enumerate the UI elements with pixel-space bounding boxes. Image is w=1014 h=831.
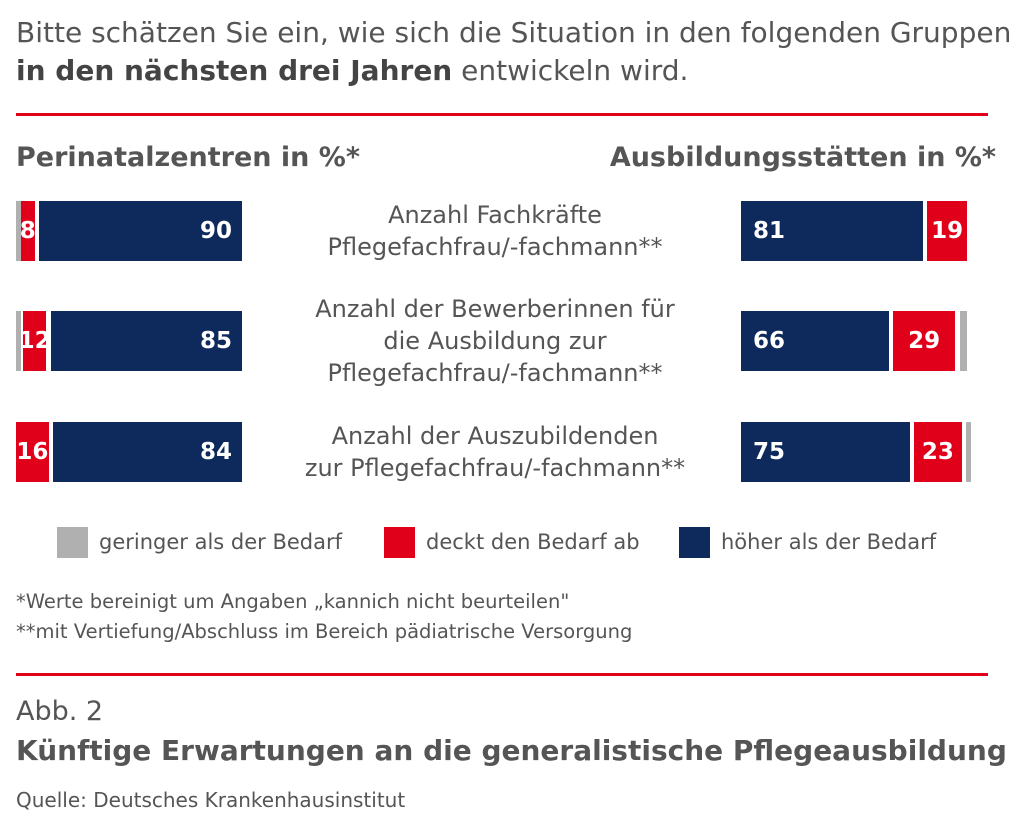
intro-text: Bitte schätzen Sie ein, wie sich die Sit… — [16, 14, 1011, 90]
bar-value-label: 84 — [199, 439, 232, 465]
bar-value-label: 16 — [16, 439, 49, 465]
bar-p1-r3-covers: 16 — [16, 422, 49, 482]
figure-number: Abb. 2 — [16, 696, 104, 727]
bar-value-label: 85 — [199, 328, 232, 354]
legend-swatch-lower — [57, 527, 88, 558]
footnote-1: *Werte bereinigt um Angaben „kannich nic… — [16, 590, 570, 613]
bar-p1-r1-covers: 8 — [19, 201, 36, 261]
bar-value-label: 90 — [199, 218, 232, 244]
category-label-1: Anzahl Fachkräfte Pflegefachfrau/-fachman… — [327, 201, 663, 261]
intro-rest: entwickeln wird. — [452, 54, 689, 87]
figure-title: Künftige Erwartungen an die generalistis… — [16, 734, 1007, 767]
left-panel-title: Perinatalzentren in %* — [16, 142, 360, 173]
bar-value-label: 75 — [753, 439, 786, 465]
bar-p1-r3-higher: 84 — [52, 422, 242, 482]
category-label-3: Anzahl der Auszubildenden zur Pflegefachf… — [304, 422, 686, 482]
bar-value-label: 66 — [753, 328, 786, 354]
bar-value-label: 81 — [753, 218, 786, 244]
legend-label-higher: höher als der Bedarf — [721, 530, 937, 554]
bottom-divider — [16, 673, 988, 676]
bar-p1-r2-higher: 85 — [50, 311, 242, 371]
bar-value-label: 23 — [921, 439, 954, 465]
bar-p2-r2-lower — [959, 311, 967, 371]
legend-label-lower: geringer als der Bedarf — [99, 530, 343, 554]
footnote-2: **mit Vertiefung/Abschluss im Bereich pä… — [16, 620, 633, 643]
bar-p2-r2-higher: 66 — [741, 311, 889, 371]
intro-bold: in den nächsten drei Jahren — [16, 54, 453, 87]
intro-line1: Bitte schätzen Sie ein, wie sich die Sit… — [16, 16, 1012, 49]
bar-p2-r3-higher: 75 — [741, 422, 910, 482]
bar-value-label: 8 — [19, 218, 36, 244]
bar-p1-r2-lower — [16, 311, 21, 371]
legend-swatch-higher — [679, 527, 710, 558]
legend-swatch-covers — [384, 527, 415, 558]
bar-value-label: 19 — [931, 218, 964, 244]
bar-p2-r1-covers: 19 — [927, 201, 967, 261]
bar-value-label: 12 — [18, 328, 51, 354]
top-divider — [16, 113, 988, 116]
bar-p1-r2-covers: 12 — [19, 311, 51, 371]
legend-label-covers: deckt den Bedarf ab — [426, 530, 640, 554]
figure-source: Quelle: Deutsches Krankenhausinstitut — [16, 788, 406, 812]
right-panel-title: Ausbildungsstätten in %* — [609, 142, 996, 173]
bar-p2-r1-higher: 81 — [741, 201, 924, 261]
category-label-2: Anzahl der Bewerberinnen für die Ausbildu… — [315, 295, 675, 387]
bar-p1-r1-lower — [16, 201, 21, 261]
bar-p2-r2-covers: 29 — [892, 311, 956, 371]
bar-p2-r3-covers: 23 — [913, 422, 963, 482]
bar-p1-r1-higher: 90 — [39, 201, 242, 261]
bar-p2-r3-lower — [966, 422, 972, 482]
bar-value-label: 29 — [908, 328, 941, 354]
